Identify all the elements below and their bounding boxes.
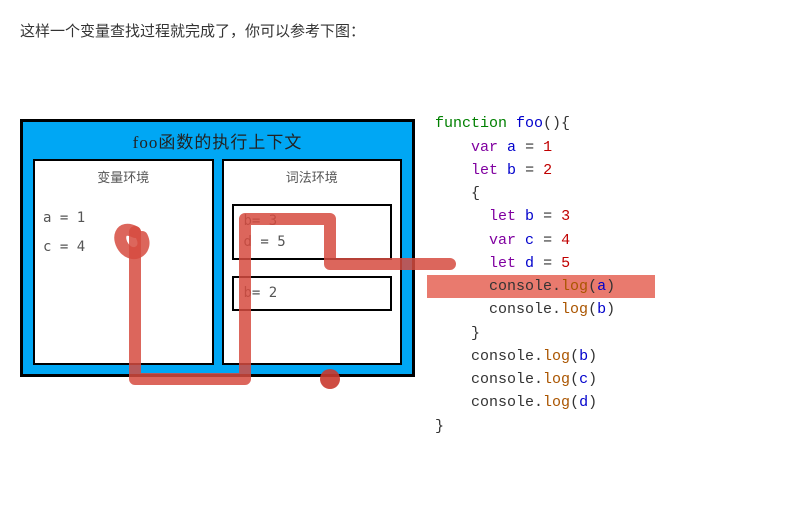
var-line: c = 4 [43, 233, 204, 262]
lex-env-title: 词法环境 [232, 167, 393, 186]
lex-line: d = 5 [244, 232, 381, 253]
lex-line: b= 2 [244, 283, 381, 304]
main-row: foo函数的执行上下文 变量环境 a = 1 c = 4 词法环境 b= 3 d… [20, 89, 780, 461]
lex-line: b= 3 [244, 211, 381, 232]
highlighted-line: console.log(a) [427, 275, 655, 298]
lex-block: b= 3 d = 5 [232, 204, 393, 260]
env-row: 变量环境 a = 1 c = 4 词法环境 b= 3 d = 5 b= 2 [33, 159, 402, 365]
lexical-environment: 词法环境 b= 3 d = 5 b= 2 [222, 159, 403, 365]
var-line: a = 1 [43, 204, 204, 233]
intro-text: 这样一个变量查找过程就完成了，你可以参考下图： [20, 20, 780, 41]
execution-context-box: foo函数的执行上下文 变量环境 a = 1 c = 4 词法环境 b= 3 d… [20, 119, 415, 377]
ident-foo: foo [516, 115, 543, 132]
code-snippet: function foo(){ var a = 1 let b = 2 { le… [435, 89, 655, 461]
var-env-title: 变量环境 [43, 167, 204, 186]
context-title: foo函数的执行上下文 [33, 128, 402, 153]
kw-let: let [471, 162, 498, 179]
kw-var: var [471, 139, 498, 156]
variable-environment: 变量环境 a = 1 c = 4 [33, 159, 214, 365]
lex-block: b= 2 [232, 276, 393, 311]
kw-function: function [435, 115, 507, 132]
